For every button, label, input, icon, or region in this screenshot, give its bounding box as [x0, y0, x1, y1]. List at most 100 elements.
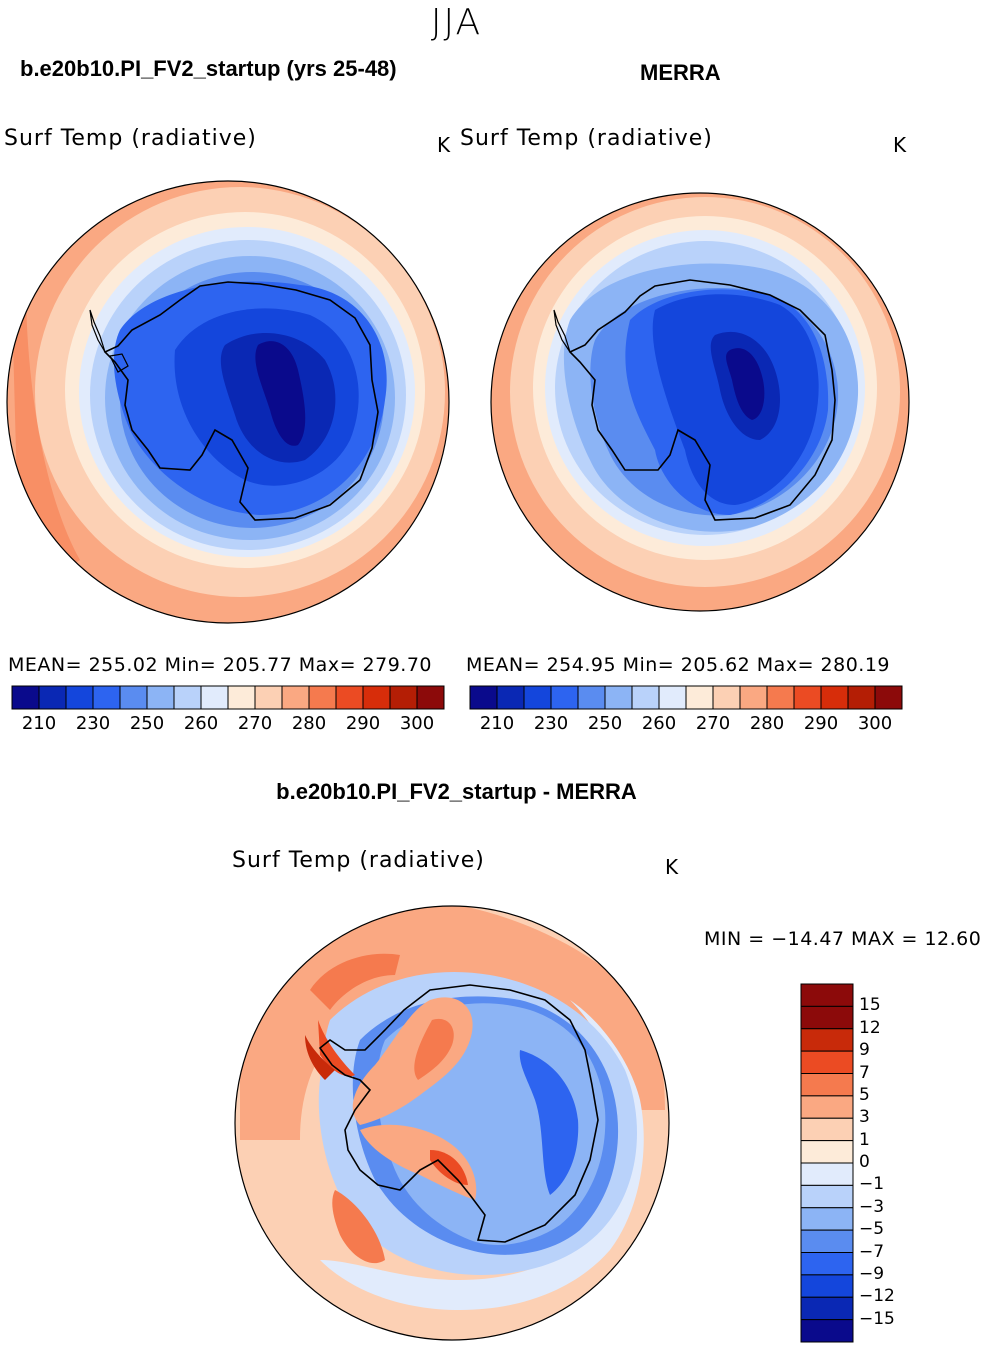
model-polar-map [7, 181, 449, 623]
colorbar-swatch [766, 685, 795, 710]
colorbar-swatch [739, 685, 768, 710]
diff-minmax: MIN = −14.47 MAX = 12.60 [704, 928, 982, 950]
colorbar-tick-label: 5 [859, 1084, 870, 1105]
colorbar-tick-label: −1 [859, 1174, 885, 1195]
colorbar-swatch [335, 685, 364, 710]
colorbar-swatch [11, 685, 40, 710]
colorbar-swatch [800, 1050, 854, 1074]
colorbar-tick-label: 280 [749, 713, 785, 734]
colorbar-swatch [793, 685, 822, 710]
colorbar-swatch [389, 685, 418, 710]
colorbar-swatch [800, 1274, 854, 1298]
colorbar-tick-label: 270 [237, 713, 273, 734]
colorbar-swatch [146, 685, 175, 710]
colorbar-swatch [200, 685, 229, 710]
colorbar-swatch [631, 685, 660, 710]
colorbar-tick-label: −3 [859, 1196, 885, 1217]
obs-colorbar [469, 685, 903, 710]
colorbar-tick-label: 280 [291, 713, 327, 734]
colorbar-tick-label: 260 [183, 713, 219, 734]
colorbar-swatch [800, 1319, 854, 1343]
colorbar-swatch [800, 1229, 854, 1253]
colorbar-swatch [800, 1117, 854, 1142]
colorbar-swatch [38, 685, 67, 710]
colorbar-swatch [800, 1296, 854, 1321]
colorbar-swatch [874, 685, 903, 710]
model-case-title: b.e20b10.PI_FV2_startup (yrs 25-48) [20, 56, 397, 81]
colorbar-swatch [800, 983, 854, 1007]
colorbar-tick-label: −7 [859, 1241, 885, 1262]
colorbar-swatch [800, 1005, 854, 1030]
colorbar-tick-label: 300 [399, 713, 435, 734]
model-colorbar [11, 685, 445, 710]
colorbar-tick-label: 290 [803, 713, 839, 734]
colorbar-tick-label: 0 [859, 1152, 870, 1172]
colorbar-swatch [800, 1162, 854, 1186]
colorbar-tick-label: 210 [21, 713, 57, 734]
colorbar-swatch [496, 685, 525, 710]
colorbar-tick-label: 7 [859, 1062, 870, 1083]
model-field-label: Surf Temp (radiative) [4, 126, 257, 151]
colorbar-swatch [800, 1184, 854, 1209]
model-stats: MEAN= 255.02 Min= 205.77 Max= 279.70 [8, 654, 433, 676]
season-title: JJA [430, 2, 483, 43]
colorbar-tick-label: 290 [345, 713, 381, 734]
diff-case-title: b.e20b10.PI_FV2_startup - MERRA [276, 779, 637, 804]
obs-stats: MEAN= 254.95 Min= 205.62 Max= 280.19 [466, 654, 891, 676]
colorbar-swatch [523, 685, 552, 710]
colorbar-swatch [227, 685, 256, 710]
colorbar-swatch [820, 685, 849, 710]
colorbar-tick-label: 9 [859, 1040, 870, 1061]
colorbar-tick-label: 12 [859, 1017, 881, 1038]
colorbar-swatch [800, 1095, 854, 1119]
colorbar-swatch [800, 1073, 854, 1097]
colorbar-swatch [469, 685, 498, 710]
colorbar-swatch [604, 685, 633, 710]
colorbar-swatch [800, 1140, 854, 1164]
obs-unit-label: K [893, 133, 907, 157]
colorbar-tick-label: 270 [695, 713, 731, 734]
colorbar-tick-label: −5 [859, 1219, 885, 1240]
colorbar-tick-label: 300 [857, 713, 893, 734]
colorbar-swatch [847, 685, 876, 710]
colorbar-swatch [308, 685, 337, 710]
diff-unit-label: K [665, 855, 679, 879]
colorbar-swatch [362, 685, 391, 710]
colorbar-tick-label: 210 [479, 713, 515, 734]
obs-field-label: Surf Temp (radiative) [460, 126, 713, 151]
obs-polar-map [491, 193, 909, 611]
colorbar-tick-label: 250 [129, 713, 165, 734]
colorbar-tick-label: 15 [859, 995, 881, 1016]
diff-colorbar [800, 983, 854, 1343]
colorbar-tick-label: 230 [533, 713, 569, 734]
colorbar-tick-label: 3 [859, 1107, 870, 1128]
colorbar-swatch [416, 685, 445, 710]
colorbar-swatch [800, 1207, 854, 1231]
colorbar-tick-label: 250 [587, 713, 623, 734]
colorbar-tick-label: 1 [859, 1129, 870, 1150]
colorbar-swatch [92, 685, 121, 710]
colorbar-tick-label: −9 [859, 1263, 885, 1284]
diff-map-border [234, 905, 670, 1341]
model-map-border [6, 180, 450, 624]
colorbar-swatch [254, 685, 283, 710]
colorbar-swatch [800, 1028, 854, 1052]
obs-map-border [490, 192, 910, 612]
colorbar-swatch [173, 685, 202, 710]
colorbar-swatch [712, 685, 741, 710]
colorbar-swatch [550, 685, 579, 710]
colorbar-swatch [658, 685, 687, 710]
model-unit-label: K [437, 133, 451, 157]
colorbar-swatch [685, 685, 714, 710]
colorbar-tick-label: −12 [859, 1286, 895, 1307]
colorbar-tick-label: −15 [859, 1308, 895, 1329]
diff-polar-map [235, 906, 669, 1340]
colorbar-swatch [119, 685, 148, 710]
colorbar-swatch [281, 685, 310, 710]
colorbar-swatch [577, 685, 606, 710]
colorbar-swatch [65, 685, 94, 710]
obs-case-title: MERRA [640, 60, 721, 85]
colorbar-swatch [800, 1252, 854, 1276]
colorbar-tick-label: 260 [641, 713, 677, 734]
